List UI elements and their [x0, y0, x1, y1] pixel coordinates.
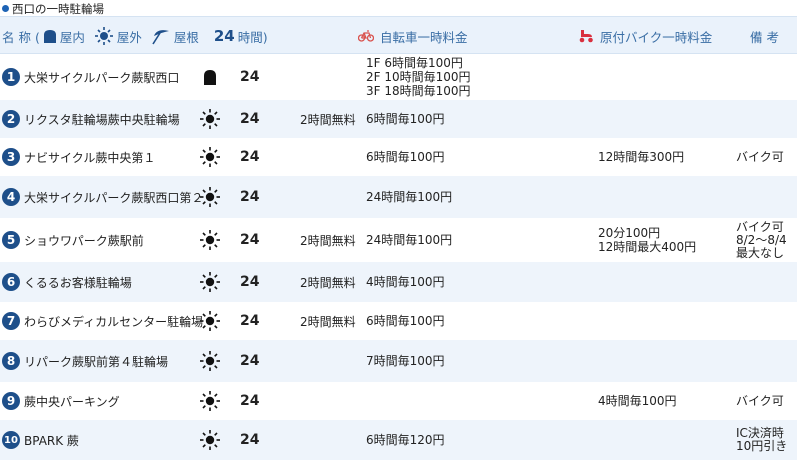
bike-fee: 6時間毎120円 [366, 433, 445, 447]
row-number-badge: 4 [2, 188, 20, 206]
table-row: 9 蕨中央パーキング 24 4時間毎100円 バイク可 [0, 382, 797, 420]
sun-icon [200, 420, 220, 460]
bike-fee: 1F 6時間毎100円 2F 10時間毎100円 3F 18時間毎100円 [366, 56, 471, 98]
row-number-badge: 3 [2, 148, 20, 166]
bullet-icon [2, 5, 9, 12]
hours-24: 24 [240, 274, 260, 290]
bike-fee: 6時間毎100円 [366, 150, 445, 164]
row-number-badge: 8 [2, 352, 20, 370]
hours-24: 24 [240, 111, 260, 127]
table-row: 5 ショウワパーク蕨駅前 24 2時間無料 24時間毎100円 20分100円 1… [0, 218, 797, 262]
sun-icon [200, 382, 220, 420]
remarks: バイク可 8/2～8/4 最大なし [736, 219, 787, 260]
hours-24: 24 [240, 353, 260, 369]
bike-fee: 24時間毎100円 [366, 190, 453, 204]
sun-icon [200, 176, 220, 218]
section-title: 西口の一時駐輪場 [2, 1, 104, 16]
table-row: 1 大栄サイクルパーク蕨駅西口 24 1F 6時間毎100円 2F 10時間毎10… [0, 54, 797, 100]
moto-fee: 12時間毎300円 [598, 150, 685, 164]
row-number-badge: 10 [2, 431, 20, 449]
umbrella-icon [152, 30, 169, 45]
free-time: 2時間無料 [300, 233, 356, 248]
parking-name: 大栄サイクルパーク蕨駅西口第２ [24, 190, 204, 205]
hours-24: 24 [240, 69, 260, 85]
remarks: バイク可 [736, 149, 784, 164]
free-time: 2時間無料 [300, 275, 356, 290]
bike-fee: 4時間毎100円 [366, 275, 445, 289]
row-number-badge: 2 [2, 110, 20, 128]
remarks: IC決済時 10円引き [736, 426, 788, 453]
hours-24: 24 [240, 189, 260, 205]
row-number-badge: 9 [2, 392, 20, 410]
bike-fee: 24時間毎100円 [366, 233, 453, 247]
parking-name: 蕨中央パーキング [24, 394, 120, 409]
parking-name: くるるお客様駐輪場 [24, 275, 132, 290]
hours-24: 24 [240, 149, 260, 165]
row-number-badge: 5 [2, 231, 20, 249]
free-time: 2時間無料 [300, 112, 356, 127]
moto-fee: 4時間毎100円 [598, 394, 677, 408]
sun-icon [200, 100, 220, 138]
parking-name: BPARK 蕨 [24, 433, 79, 448]
sun-icon [200, 218, 220, 262]
parking-name: ナビサイクル蕨中央第１ [24, 150, 156, 165]
row-number-badge: 6 [2, 273, 20, 291]
table-row: 2 リクスタ駐輪場蕨中央駐輪場 24 2時間無料 6時間毎100円 [0, 100, 797, 138]
sun-icon [94, 27, 113, 45]
table-row: 7 わらびメディカルセンター駐輪場 24 2時間無料 6時間毎100円 [0, 302, 797, 340]
parking-name: リクスタ駐輪場蕨中央駐輪場 [24, 112, 180, 127]
scooter-icon [579, 30, 593, 43]
table-header: 名 称 ( 屋内 屋外 屋根 24 時間) 自転車一時料金 原付バイク一時料金 … [0, 16, 797, 54]
remarks: バイク可 [736, 393, 784, 408]
indoor-icon [43, 30, 56, 43]
table-row: 3 ナビサイクル蕨中央第１ 24 6時間毎100円 12時間毎300円 バイク可 [0, 138, 797, 176]
parking-name: わらびメディカルセンター駐輪場 [24, 314, 204, 329]
sun-icon [200, 340, 220, 382]
indoor-icon [200, 54, 220, 100]
hours-24: 24 [240, 393, 260, 409]
hours-24: 24 [240, 232, 260, 248]
bike-fee: 7時間毎100円 [366, 354, 445, 368]
parking-name: ショウワパーク蕨駅前 [24, 233, 144, 248]
parking-name: リパーク蕨駅前第４駐輪場 [24, 354, 169, 369]
sun-icon [200, 262, 220, 302]
row-number-badge: 7 [2, 312, 20, 330]
moto-fee: 20分100円 12時間最大400円 [598, 226, 697, 254]
parking-name: 大栄サイクルパーク蕨駅西口 [24, 70, 180, 85]
bike-fee: 6時間毎100円 [366, 314, 445, 328]
sun-icon [200, 302, 220, 340]
table-row: 4 大栄サイクルパーク蕨駅西口第２ 24 24時間毎100円 [0, 176, 797, 218]
table-row: 8 リパーク蕨駅前第４駐輪場 24 7時間毎100円 [0, 340, 797, 382]
table-row: 6 くるるお客様駐輪場 24 2時間無料 4時間毎100円 [0, 262, 797, 302]
free-time: 2時間無料 [300, 314, 356, 329]
hours-24: 24 [240, 432, 260, 448]
table-row: 10 BPARK 蕨 24 6時間毎120円 IC決済時 10円引き [0, 420, 797, 460]
row-number-badge: 1 [2, 68, 20, 86]
bicycle-icon [358, 30, 374, 42]
hours-24: 24 [240, 313, 260, 329]
bike-fee: 6時間毎100円 [366, 112, 445, 126]
sun-icon [200, 138, 220, 176]
